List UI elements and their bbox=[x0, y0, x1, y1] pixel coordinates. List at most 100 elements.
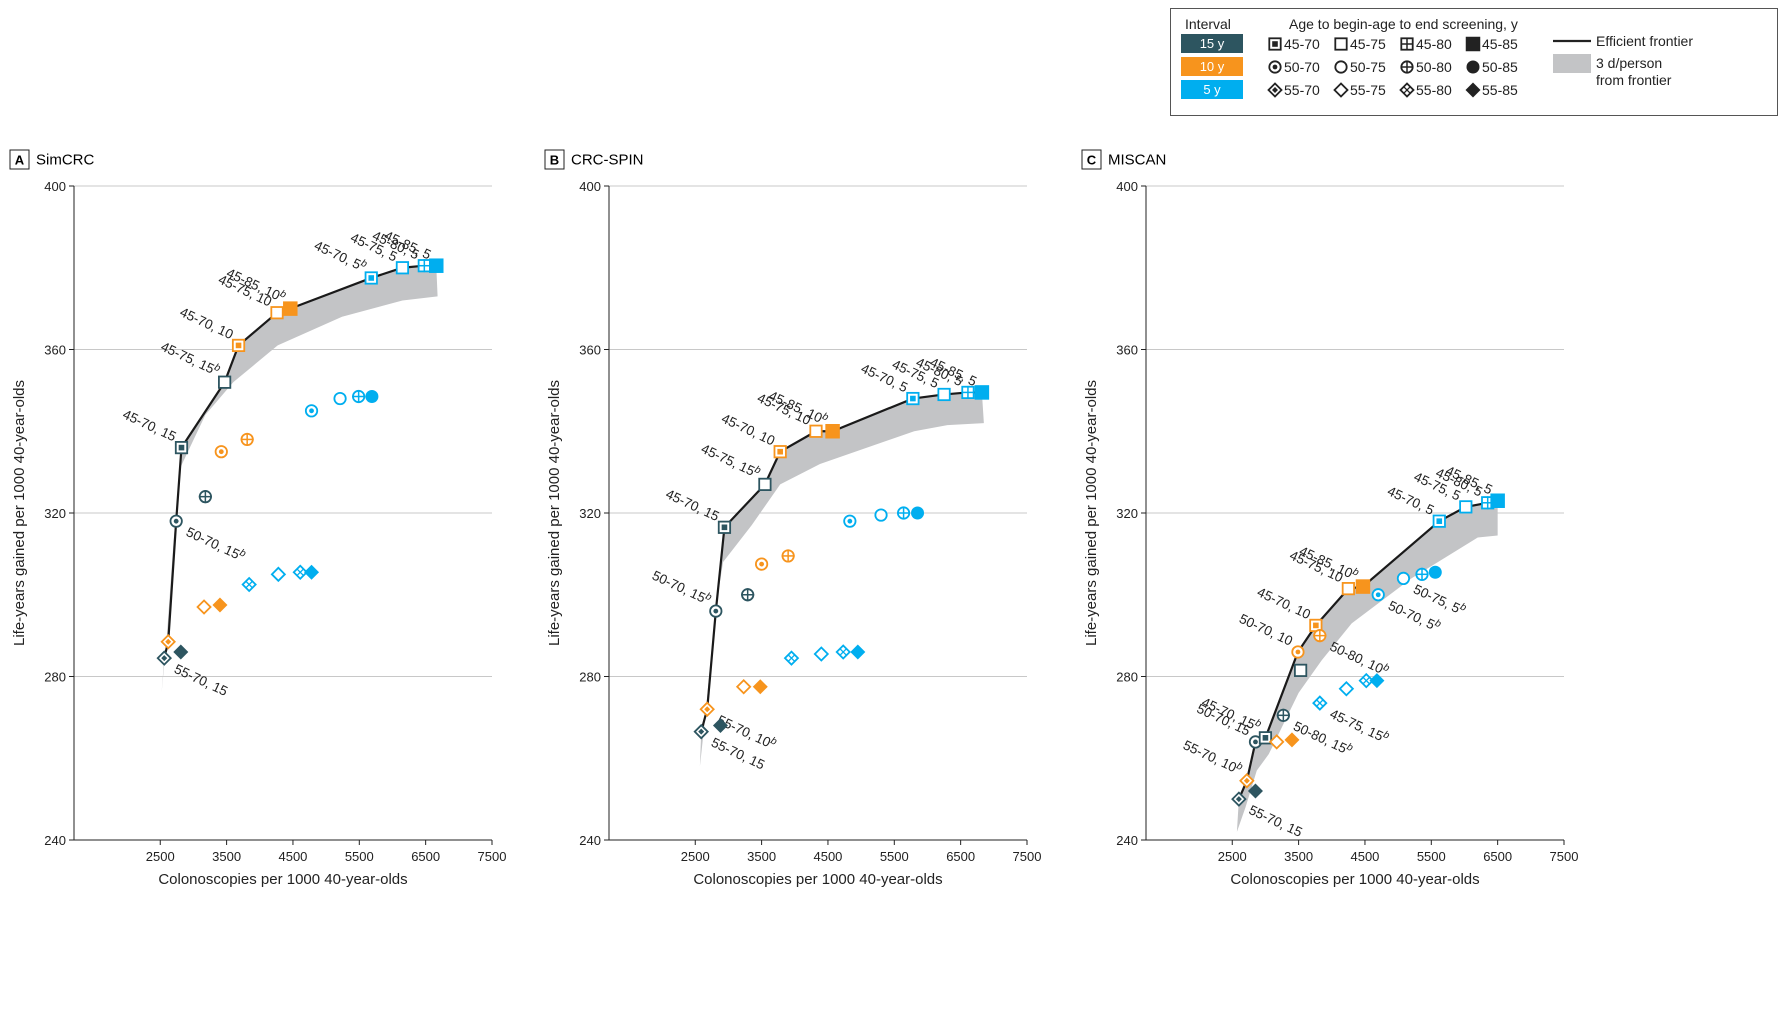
y-tick-label: 240 bbox=[1116, 833, 1138, 848]
x-tick-label: 3500 bbox=[747, 849, 776, 864]
frontier-band bbox=[699, 392, 984, 767]
point-label: 45-70, 10 bbox=[178, 304, 236, 342]
y-axis-label: Life-years gained per 1000 40-year-olds bbox=[11, 380, 28, 646]
data-point-55-75-10y bbox=[196, 599, 212, 615]
y-tick-label: 360 bbox=[1116, 343, 1138, 358]
legend: Interval Age to begin-age to end screenin… bbox=[1170, 8, 1778, 116]
y-tick-label: 240 bbox=[579, 833, 601, 848]
x-tick-label: 7500 bbox=[478, 849, 507, 864]
data-point-50-80-5y bbox=[896, 506, 911, 520]
x-axis-label: Colonoscopies per 1000 40-year-olds bbox=[158, 871, 407, 888]
data-point-55-80-5y bbox=[241, 576, 257, 593]
data-point-50-85-5y bbox=[365, 390, 379, 404]
panel-title: MISCAN bbox=[1108, 152, 1166, 169]
y-tick-label: 280 bbox=[44, 670, 66, 685]
x-tick-label: 7500 bbox=[1550, 849, 1579, 864]
legend-marker-55-80 bbox=[1399, 82, 1415, 98]
data-point-45-75-5y bbox=[937, 387, 951, 402]
data-point-45-75-15y bbox=[1293, 663, 1308, 677]
data-point-45-80-5y bbox=[417, 259, 431, 273]
y-tick-label: 360 bbox=[579, 343, 601, 358]
point-label: 45-70, 10 bbox=[719, 411, 777, 449]
x-tick-label: 6500 bbox=[1483, 849, 1512, 864]
x-tick-label: 4500 bbox=[278, 849, 307, 864]
point-label: 50-70, 10 bbox=[1237, 611, 1295, 649]
legend-frontier-label: Efficient frontier bbox=[1596, 33, 1693, 49]
legend-age-label: 55-80 bbox=[1416, 82, 1452, 98]
y-axis-label: Life-years gained per 1000 40-year-olds bbox=[1083, 380, 1100, 646]
y-tick-label: 320 bbox=[1116, 506, 1138, 521]
y-tick-label: 280 bbox=[1116, 670, 1138, 685]
data-point-50-80-10y bbox=[240, 432, 254, 447]
data-point-55-75-10y bbox=[735, 678, 752, 695]
frontier-band bbox=[161, 265, 438, 693]
data-point-50-75-5y bbox=[333, 391, 347, 406]
data-point-45-70-10y bbox=[773, 445, 787, 459]
x-tick-label: 5500 bbox=[345, 849, 374, 864]
panel-simcrc: A SimCRC 240 280 320 360 400 2500 3500 4500 5500 65… bbox=[9, 149, 507, 888]
x-tick-label: 7500 bbox=[1013, 849, 1042, 864]
x-tick-label: 6500 bbox=[411, 849, 440, 864]
legend-marker-45-75 bbox=[1334, 37, 1348, 51]
x-tick-label: 3500 bbox=[1284, 849, 1313, 864]
data-point-50-80-10y bbox=[781, 549, 795, 563]
point-label: 50-70, 15b bbox=[650, 567, 714, 608]
x-tick-label: 2500 bbox=[146, 849, 175, 864]
data-point-50-70-15y bbox=[169, 514, 183, 528]
point-label: 45-75, 15b bbox=[159, 338, 223, 379]
x-axis-label: Colonoscopies per 1000 40-year-olds bbox=[1230, 871, 1479, 888]
data-point-55-70-15y bbox=[156, 650, 173, 666]
data-point-45-75-5y bbox=[1459, 500, 1473, 514]
data-point-45-85-10y bbox=[1355, 579, 1371, 594]
x-tick-label: 2500 bbox=[1218, 849, 1247, 864]
data-point-55-75-5y bbox=[813, 646, 830, 662]
legend-marker-55-70 bbox=[1267, 82, 1283, 98]
data-point-55-80-5y bbox=[292, 564, 309, 581]
legend-graphic: Interval Age to begin-age to end screenin… bbox=[1181, 16, 1693, 99]
data-point-45-70-10y bbox=[231, 338, 246, 353]
data-point-45-70-5y bbox=[364, 271, 378, 285]
data-point-50-80-15y bbox=[198, 490, 212, 504]
legend-marker-55-75 bbox=[1333, 82, 1349, 98]
data-point-50-70-5y bbox=[1371, 588, 1385, 602]
legend-age-label: 45-85 bbox=[1482, 36, 1518, 52]
data-point-45-75-10y bbox=[809, 424, 823, 438]
panel-crc-spin: B CRC-SPIN 240 280 320 360 400 2500 3500 4500 5500… bbox=[544, 149, 1042, 888]
y-tick-label: 400 bbox=[1116, 179, 1138, 194]
y-tick-label: 320 bbox=[579, 506, 601, 521]
panel-title: CRC-SPIN bbox=[571, 152, 644, 169]
data-point-50-80-10y bbox=[1313, 629, 1327, 643]
data-point-55-75-5y bbox=[270, 566, 287, 583]
data-point-50-70-5y bbox=[843, 514, 857, 528]
legend-age-label: 55-70 bbox=[1284, 82, 1320, 98]
legend-band-label-2: from frontier bbox=[1596, 72, 1672, 88]
data-point-55-85-10y bbox=[1284, 732, 1300, 748]
legend-band-label: 3 d/person bbox=[1596, 55, 1662, 71]
legend-age-title: Age to begin-age to end screening, y bbox=[1289, 16, 1518, 32]
y-tick-label: 360 bbox=[44, 343, 66, 358]
data-point-45-70-5y bbox=[906, 391, 920, 406]
legend-age-label: 50-75 bbox=[1350, 59, 1386, 75]
data-point-45-85-5y bbox=[1490, 493, 1505, 508]
data-point-55-80-5y bbox=[783, 650, 800, 666]
data-point-50-70-10y bbox=[1291, 645, 1305, 659]
point-label: 45-75, 15b bbox=[699, 440, 763, 481]
data-point-45-70-5y bbox=[1432, 514, 1446, 528]
data-point-55-85-15y bbox=[173, 644, 189, 660]
data-point-50-80-15y bbox=[1276, 708, 1290, 722]
legend-age-label: 50-85 bbox=[1482, 59, 1518, 75]
data-point-50-70-10y bbox=[214, 445, 228, 459]
panel-letter-box bbox=[1081, 149, 1102, 170]
legend-interval-swatch bbox=[1181, 34, 1243, 53]
data-point-45-70-15y bbox=[174, 440, 189, 455]
data-point-45-70-15y bbox=[717, 520, 732, 534]
data-point-45-70-15y bbox=[1258, 731, 1273, 745]
panel-letter-box bbox=[9, 149, 30, 170]
data-point-50-85-5y bbox=[911, 506, 925, 520]
panel-letter-box bbox=[544, 149, 565, 170]
data-point-45-85-5y bbox=[429, 258, 444, 273]
data-point-55-80-5y bbox=[1312, 695, 1328, 711]
point-label: 55-70, 15 bbox=[172, 661, 230, 699]
data-point-55-80-5y bbox=[835, 644, 851, 660]
